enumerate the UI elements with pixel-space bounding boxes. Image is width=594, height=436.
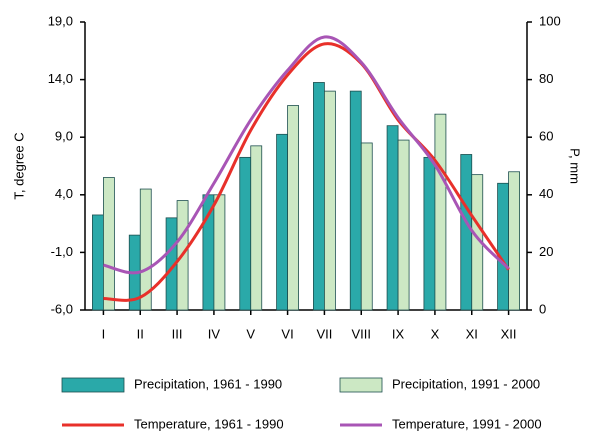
y2-tick-label: 0 bbox=[539, 301, 546, 316]
bar bbox=[423, 156, 436, 311]
x-tick-label: VIII bbox=[351, 326, 371, 341]
y-tick-label: 4,0 bbox=[55, 186, 73, 201]
bar bbox=[508, 171, 520, 311]
y2-tick-label: 20 bbox=[539, 244, 553, 259]
y-tick-label: 19,0 bbox=[48, 13, 73, 28]
x-tick-label: II bbox=[137, 326, 144, 341]
legend-label: Temperature, 1961 - 1990 bbox=[134, 416, 284, 431]
x-tick-label: VI bbox=[281, 326, 293, 341]
bar bbox=[386, 125, 399, 311]
y-axis-label: T, degree C bbox=[11, 132, 26, 199]
x-tick-label: XII bbox=[501, 326, 517, 341]
y-tick-label: -1,0 bbox=[51, 244, 73, 259]
legend-swatch bbox=[339, 377, 383, 393]
x-tick-label: IX bbox=[392, 326, 405, 341]
y2-tick-label: 100 bbox=[539, 13, 561, 28]
x-tick-label: I bbox=[102, 326, 106, 341]
x-tick-label: V bbox=[246, 326, 255, 341]
bar bbox=[397, 139, 410, 311]
bar bbox=[360, 142, 373, 311]
y-tick-label: 9,0 bbox=[55, 129, 73, 144]
bar bbox=[313, 82, 325, 311]
bar bbox=[103, 177, 115, 311]
bar bbox=[250, 145, 263, 311]
bar bbox=[92, 214, 104, 311]
x-tick-label: VII bbox=[316, 326, 332, 341]
x-tick-label: XI bbox=[466, 326, 478, 341]
y-tick-label: 14,0 bbox=[48, 71, 73, 86]
legend-label: Temperature, 1991 - 2000 bbox=[392, 416, 542, 431]
bar bbox=[239, 156, 252, 311]
x-tick-label: IV bbox=[208, 326, 221, 341]
bar bbox=[324, 90, 336, 311]
bar bbox=[213, 194, 226, 311]
x-tick-label: III bbox=[172, 326, 183, 341]
line bbox=[103, 35, 510, 275]
bar bbox=[276, 133, 288, 311]
bar bbox=[139, 188, 152, 311]
bar bbox=[497, 182, 509, 311]
y2-axis-label: P, mm bbox=[568, 148, 583, 184]
y-tick-label: -6,0 bbox=[51, 301, 73, 316]
bar bbox=[349, 90, 362, 311]
legend-label: Precipitation, 1991 - 2000 bbox=[392, 376, 540, 391]
bar bbox=[434, 113, 447, 311]
y2-tick-label: 80 bbox=[539, 71, 553, 86]
x-tick-label: X bbox=[431, 326, 440, 341]
bar bbox=[287, 105, 299, 311]
legend-swatch bbox=[61, 377, 125, 393]
legend-label: Precipitation, 1961 - 1990 bbox=[134, 376, 282, 391]
y2-tick-label: 40 bbox=[539, 186, 553, 201]
bar bbox=[460, 154, 473, 311]
line bbox=[103, 42, 510, 302]
y2-tick-label: 60 bbox=[539, 129, 553, 144]
